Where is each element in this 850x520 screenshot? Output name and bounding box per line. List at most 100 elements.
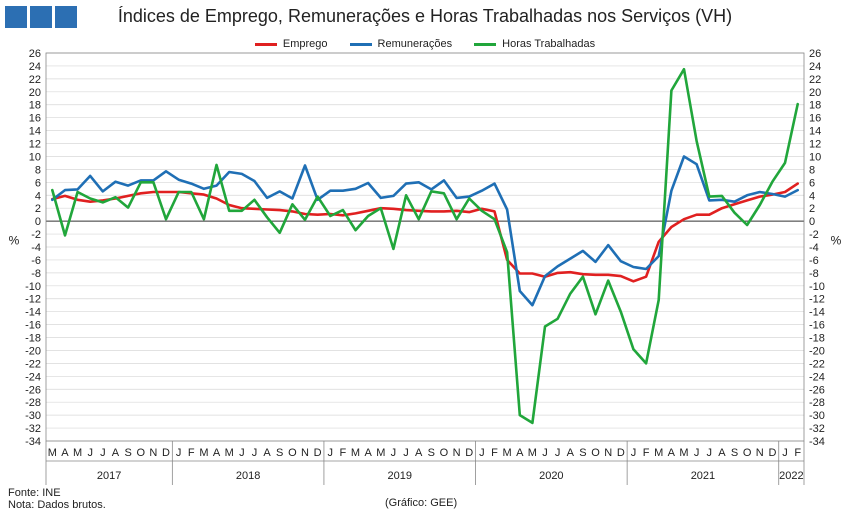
x-tick-label: J (176, 447, 182, 459)
y-tick-label-right: 8 (809, 164, 815, 176)
legend-item-emprego: Emprego (254, 38, 328, 50)
x-tick-label: A (718, 447, 726, 459)
x-tick-label: J (100, 447, 106, 459)
x-tick-label: M (503, 447, 512, 459)
y-tick-label-left: -12 (25, 294, 41, 306)
y-axis-label-left: % (9, 234, 20, 248)
y-tick-label-right: -24 (809, 371, 825, 383)
y-tick-label-left: -14 (25, 307, 41, 319)
y-tick-label-left: 12 (29, 139, 41, 151)
y-tick-label-left: 20 (29, 87, 41, 99)
y-tick-label-left: -32 (25, 423, 41, 435)
y-tick-label-right: -14 (809, 307, 825, 319)
year-label: 2018 (236, 470, 260, 482)
x-tick-label: S (731, 447, 738, 459)
y-tick-label-left: -24 (25, 371, 41, 383)
year-label: 2017 (97, 470, 121, 482)
x-tick-label: S (428, 447, 435, 459)
x-tick-label: J (391, 447, 397, 459)
y-tick-label-left: 14 (29, 126, 41, 138)
x-tick-label: A (61, 447, 69, 459)
legend-label-horas: Horas Trabalhadas (502, 38, 596, 50)
x-tick-label: J (87, 447, 93, 459)
chart-credit: (Gráfico: GEE) (385, 497, 458, 509)
legend-swatch-horas (474, 42, 497, 46)
y-tick-label-right: -10 (809, 281, 825, 293)
y-tick-label-left: -4 (31, 242, 41, 254)
x-tick-label: J (403, 447, 409, 459)
x-tick-label: F (491, 447, 498, 459)
x-tick-label: A (516, 447, 524, 459)
x-tick-label: O (136, 447, 145, 459)
x-tick-label: J (707, 447, 713, 459)
y-tick-label-left: -20 (25, 345, 41, 357)
x-tick-label: S (276, 447, 283, 459)
y-tick-label-right: -32 (809, 423, 825, 435)
y-tick-label-left: -22 (25, 358, 41, 370)
x-tick-label: A (112, 447, 120, 459)
x-tick-label: M (73, 447, 82, 459)
y-tick-label-right: -12 (809, 294, 825, 306)
y-tick-label-left: -16 (25, 320, 41, 332)
y-tick-label-right: 22 (809, 74, 821, 86)
x-tick-label: S (579, 447, 586, 459)
x-tick-label: A (415, 447, 423, 459)
y-tick-label-right: 24 (809, 61, 821, 73)
y-tick-label-left: -10 (25, 281, 41, 293)
x-tick-label: O (288, 447, 297, 459)
y-tick-label-left: -30 (25, 410, 41, 422)
y-tick-label-left: 10 (29, 151, 41, 163)
x-tick-label: A (364, 447, 372, 459)
year-label: 2020 (539, 470, 563, 482)
x-tick-label: N (756, 447, 764, 459)
x-tick-label: F (794, 447, 801, 459)
y-tick-label-left: 16 (29, 113, 41, 125)
y-tick-label-right: 14 (809, 126, 821, 138)
y-tick-label-left: 24 (29, 61, 41, 73)
y-tick-label-right: 10 (809, 151, 821, 163)
series-line-remunera-es (50, 155, 800, 307)
x-tick-label: M (48, 447, 57, 459)
y-tick-label-right: -6 (809, 255, 819, 267)
legend-label-remuneracoes: Remunerações (377, 38, 453, 50)
x-tick-label: D (768, 447, 776, 459)
plot-frame (45, 52, 805, 442)
y-tick-label-right: 12 (809, 139, 821, 151)
y-tick-label-left: 22 (29, 74, 41, 86)
y-tick-label-left: -18 (25, 333, 41, 345)
x-tick-label: A (668, 447, 676, 459)
x-tick-label: O (440, 447, 449, 459)
x-tick-label: F (643, 447, 650, 459)
x-tick-label: A (567, 447, 575, 459)
y-tick-label-right: -34 (809, 436, 825, 448)
y-tick-label-right: -2 (809, 229, 819, 241)
x-tick-label: S (124, 447, 131, 459)
y-tick-label-right: -22 (809, 358, 825, 370)
x-tick-label: J (239, 447, 245, 459)
y-tick-label-right: -16 (809, 320, 825, 332)
x-tick-label: N (149, 447, 157, 459)
y-tick-label-left: 2 (35, 203, 41, 215)
legend-label-emprego: Emprego (282, 38, 328, 50)
y-tick-label-right: 26 (809, 48, 821, 60)
x-tick-label: J (542, 447, 548, 459)
y-tick-label-right: -18 (809, 333, 825, 345)
chart-title: Índices de Emprego, Remunerações e Horas… (117, 6, 733, 26)
y-tick-label-left: 6 (35, 177, 41, 189)
x-tick-label: M (351, 447, 360, 459)
y-tick-label-left: -8 (31, 268, 41, 280)
year-label: 2021 (691, 470, 715, 482)
x-tick-label: D (617, 447, 625, 459)
logo-square (55, 6, 77, 28)
legend-item-remuneracoes: Remunerações (349, 38, 453, 50)
x-tick-label: J (328, 447, 334, 459)
x-tick-label: N (453, 447, 461, 459)
x-tick-label: D (314, 447, 322, 459)
y-tick-label-right: 16 (809, 113, 821, 125)
year-label: 2019 (387, 470, 411, 482)
x-tick-label: M (654, 447, 663, 459)
chart-legend: Emprego Remunerações Horas Trabalhadas (0, 38, 850, 50)
series-line-emprego (50, 182, 800, 283)
y-axis-label-right: % (831, 234, 842, 248)
x-tick-label: A (213, 447, 221, 459)
